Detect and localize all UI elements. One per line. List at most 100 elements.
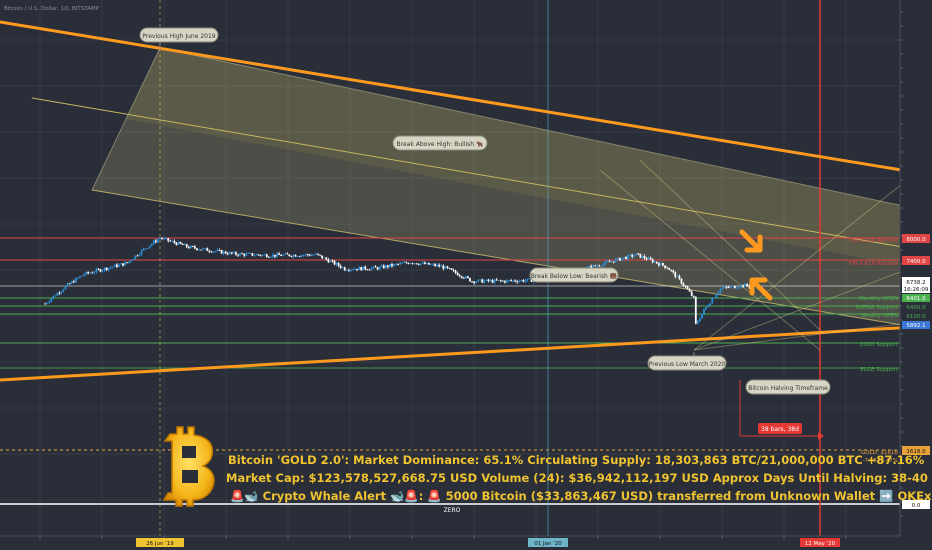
candle <box>464 275 467 280</box>
candle <box>645 256 648 261</box>
candle <box>703 308 705 316</box>
candle <box>152 239 155 245</box>
candle <box>306 253 309 257</box>
candle <box>70 280 73 285</box>
range-label: 38 bars, 38d <box>761 426 799 433</box>
tag-countdown: 16:26:09 <box>904 287 929 293</box>
candle <box>93 270 96 275</box>
candle <box>709 302 712 306</box>
candle <box>651 258 654 264</box>
annotation-break-above[interactable]: Break Above High: Bullish 🐂 <box>392 135 488 151</box>
candle <box>729 285 732 289</box>
candle <box>604 259 607 266</box>
candle <box>444 265 447 269</box>
candle <box>493 278 496 285</box>
channel-midline <box>31 97 932 253</box>
candle <box>485 279 488 282</box>
candle <box>220 249 223 254</box>
candle <box>216 248 219 252</box>
candle <box>382 264 385 269</box>
candle <box>191 245 194 248</box>
candle <box>97 267 100 271</box>
annotation-halving[interactable]: Bitcoin Halving Timeframe <box>745 379 831 395</box>
candle <box>417 263 420 266</box>
candle <box>657 262 660 267</box>
candle <box>206 247 209 251</box>
candle <box>748 284 751 289</box>
candle <box>432 262 434 267</box>
candle <box>189 244 192 249</box>
candle <box>358 265 361 270</box>
candle <box>610 259 613 264</box>
candle <box>335 261 338 267</box>
date-range-tool[interactable]: 38 bars, 38d <box>739 380 824 440</box>
candle <box>415 263 418 265</box>
candle <box>483 279 486 284</box>
candle <box>602 262 605 268</box>
candle <box>473 281 475 285</box>
candle <box>296 256 299 258</box>
candle <box>354 267 356 270</box>
candle <box>616 257 619 261</box>
annotation-prev-high-text: Previous High June 2019 <box>142 33 215 40</box>
candle <box>343 266 346 272</box>
candle <box>462 277 465 280</box>
candle <box>284 252 287 256</box>
candle <box>222 250 225 256</box>
candle <box>161 237 163 241</box>
candle <box>243 253 246 258</box>
candle <box>228 250 231 255</box>
candle <box>391 262 393 268</box>
candle <box>120 262 122 265</box>
tag-jan20: 01 Jan '20 <box>534 541 562 547</box>
candle <box>233 251 235 254</box>
time-axis <box>0 536 932 550</box>
candle <box>460 275 463 279</box>
candle <box>370 266 373 272</box>
candle <box>99 268 102 273</box>
candle <box>372 265 375 270</box>
candle <box>325 256 328 261</box>
candle <box>430 263 432 266</box>
candle <box>308 253 311 257</box>
candle <box>366 268 369 271</box>
candle <box>516 280 519 284</box>
candle <box>66 282 69 287</box>
candle <box>282 254 285 257</box>
candle <box>321 255 324 260</box>
candle <box>286 252 289 255</box>
candle <box>159 236 161 242</box>
candle <box>518 279 521 283</box>
candle <box>497 280 500 282</box>
candle <box>48 299 51 304</box>
candle <box>237 253 239 258</box>
candle <box>688 287 691 292</box>
candle <box>230 252 233 255</box>
candle <box>175 242 178 246</box>
candle <box>154 239 157 244</box>
annotation-prev-low[interactable]: Previous Low March 2020 <box>647 352 727 371</box>
candle <box>508 279 510 282</box>
candle <box>731 284 734 288</box>
candle <box>311 253 313 256</box>
candle <box>614 257 617 263</box>
candle <box>157 237 159 244</box>
candle <box>598 264 601 267</box>
candle <box>594 264 597 267</box>
annotation-prev-high[interactable]: Previous High June 2019 <box>139 27 219 50</box>
tag-5892: 5892.1 <box>906 323 925 329</box>
tag-last: 6738.2 <box>906 280 925 286</box>
candle <box>247 252 250 254</box>
candle <box>419 263 422 266</box>
candle <box>360 266 363 271</box>
annotation-break-below[interactable]: Break Below Low: Bearish 🐻 <box>529 267 619 283</box>
candle <box>692 295 695 299</box>
candle <box>272 253 274 259</box>
candle <box>339 264 342 269</box>
candle <box>510 278 512 282</box>
candle <box>746 283 749 287</box>
candle <box>267 255 270 258</box>
candle <box>83 273 85 277</box>
candle <box>674 271 677 279</box>
